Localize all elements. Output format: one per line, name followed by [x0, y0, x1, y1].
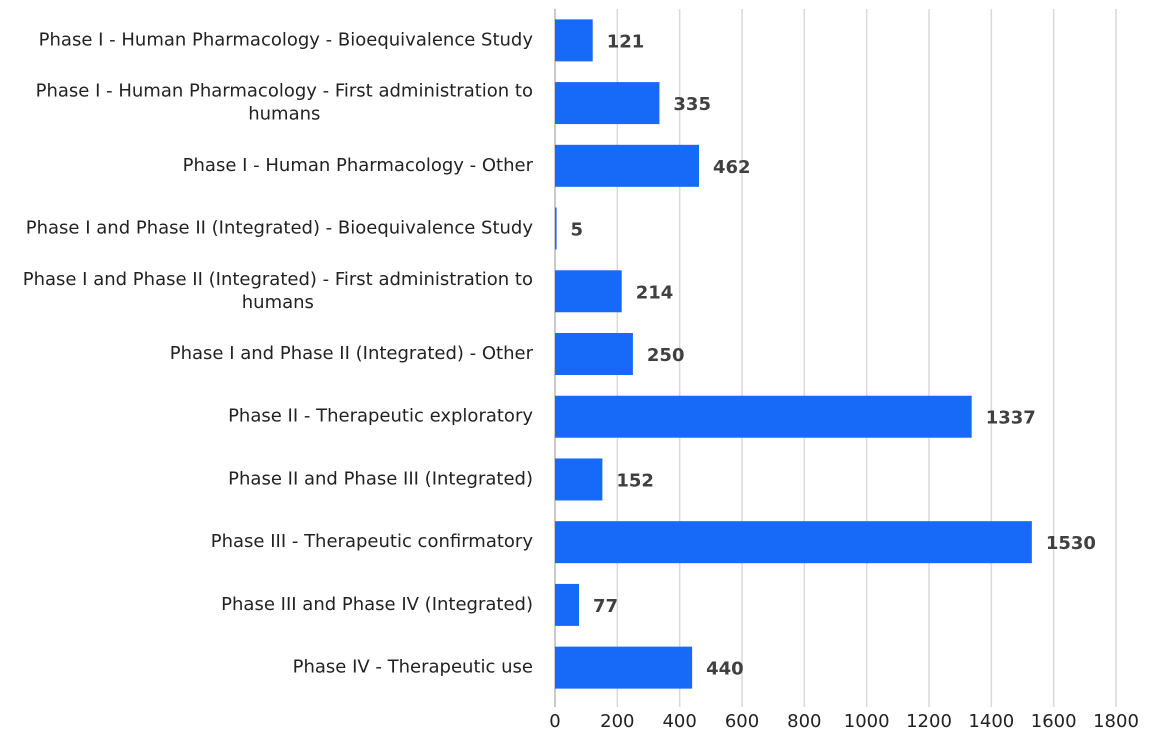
x-tick-label: 800 [787, 711, 821, 732]
bar [555, 583, 579, 626]
y-tick-label: Phase III and Phase IV (Integrated) [221, 594, 533, 615]
x-tick-label: 200 [600, 711, 634, 732]
data-label: 77 [593, 596, 618, 617]
y-tick-label: Phase II and Phase III (Integrated) [228, 468, 533, 489]
x-tick-label: 1400 [968, 711, 1014, 732]
bar [555, 521, 1032, 564]
bar [555, 458, 603, 501]
x-tick-label: 1200 [906, 711, 952, 732]
y-tick-label: Phase I - Human Pharmacology - Other [183, 155, 534, 176]
bar [555, 82, 660, 125]
x-tick-label: 1800 [1093, 711, 1139, 732]
y-tick-label: Phase I - Human Pharmacology - Bioequiva… [39, 29, 534, 50]
y-tick-label: Phase I - Human Pharmacology - First adm… [36, 81, 533, 125]
y-tick-label: Phase III - Therapeutic confirmatory [211, 531, 534, 552]
data-label: 214 [636, 282, 674, 303]
x-tick-label: 1600 [1031, 711, 1077, 732]
bar [555, 270, 622, 313]
x-tick-label: 600 [725, 711, 759, 732]
data-label: 1530 [1046, 533, 1096, 554]
y-tick-label: Phase I and Phase II (Integrated) - Firs… [23, 269, 533, 313]
data-label: 250 [647, 345, 685, 366]
y-tick-label: Phase II - Therapeutic exploratory [228, 406, 533, 427]
x-tick-label: 1000 [844, 711, 890, 732]
data-label: 1337 [986, 408, 1036, 429]
x-tick-label: 400 [662, 711, 696, 732]
bar [555, 19, 593, 62]
y-tick-label: Phase IV - Therapeutic use [293, 657, 533, 678]
data-label: 5 [571, 220, 584, 241]
data-label: 462 [713, 157, 751, 178]
data-label: 335 [673, 94, 711, 115]
bar [555, 207, 557, 250]
data-label: 440 [706, 659, 744, 680]
data-label: 152 [616, 470, 654, 491]
data-label: 121 [607, 31, 645, 52]
bar [555, 646, 693, 689]
y-tick-label: Phase I and Phase II (Integrated) - Othe… [170, 343, 534, 364]
bar [555, 395, 972, 438]
x-tick-label: 0 [549, 711, 560, 732]
bar [555, 333, 633, 375]
y-tick-label: Phase I and Phase II (Integrated) - Bioe… [26, 218, 534, 239]
bar [555, 144, 699, 187]
